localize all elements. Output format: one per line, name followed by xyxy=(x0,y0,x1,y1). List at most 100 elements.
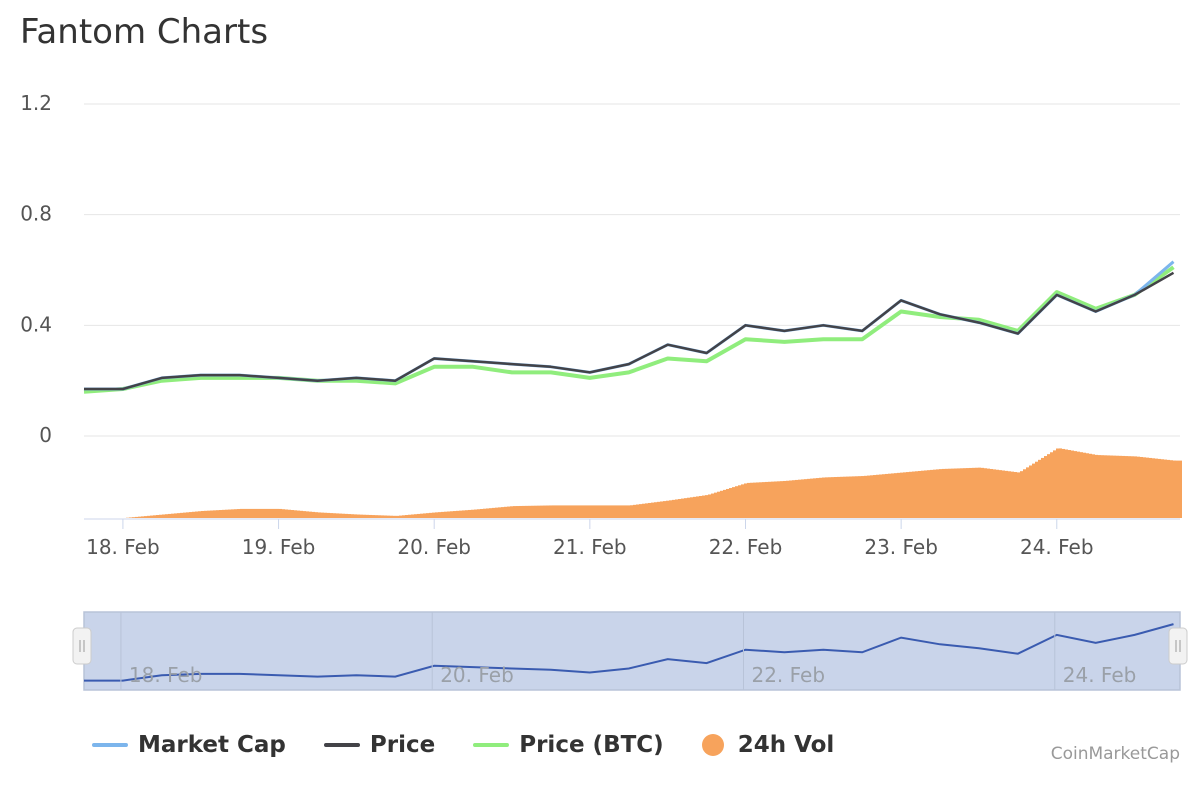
volume-bar xyxy=(819,477,822,518)
volume-bar xyxy=(315,512,318,518)
legend-label-market-cap: Market Cap xyxy=(138,732,286,758)
volume-bar xyxy=(852,476,855,518)
volume-bar xyxy=(366,514,369,518)
volume-bar xyxy=(132,517,135,518)
volume-bar xyxy=(192,511,195,518)
volume-bar xyxy=(831,477,834,518)
volume-bar xyxy=(201,510,204,518)
volume-bar xyxy=(915,471,918,518)
credits-link[interactable]: CoinMarketCap xyxy=(1050,744,1180,764)
volume-bar xyxy=(1143,457,1146,518)
volume-bar xyxy=(453,511,456,518)
volume-bar xyxy=(1056,448,1059,518)
volume-bar xyxy=(213,510,216,518)
volume-bar xyxy=(162,514,165,518)
volume-bar xyxy=(261,508,264,518)
volume-bar xyxy=(168,513,171,518)
volume-bar xyxy=(1062,448,1065,518)
volume-bar xyxy=(438,512,441,518)
market-cap-line-icon xyxy=(92,743,128,747)
volume-bar xyxy=(681,498,684,518)
volume-bar xyxy=(285,509,288,518)
legend-item-price[interactable]: Price xyxy=(323,732,435,758)
volume-bar xyxy=(222,509,225,518)
volume-bar xyxy=(912,471,915,518)
volume-bar xyxy=(696,496,699,518)
volume-bar xyxy=(462,510,465,518)
volume-bar xyxy=(966,468,969,518)
volume-bar xyxy=(1077,451,1080,518)
volume-bar xyxy=(1107,455,1110,518)
volume-bar xyxy=(1086,453,1089,518)
volume-bar xyxy=(948,468,951,518)
volume-bar xyxy=(738,485,741,518)
volume-bar xyxy=(822,477,825,518)
volume-bar xyxy=(219,510,222,518)
series-line-price[interactable] xyxy=(84,271,1175,391)
volume-bar xyxy=(384,515,387,518)
volume-bar xyxy=(669,500,672,518)
volume-bar xyxy=(195,511,198,518)
volume-bar xyxy=(291,510,294,518)
volume-bar xyxy=(882,474,885,518)
volume-bar xyxy=(1158,458,1161,518)
volume-bar xyxy=(552,505,555,518)
volume-bar xyxy=(975,467,978,518)
volume-bar xyxy=(957,468,960,518)
volume-bar xyxy=(450,511,453,518)
volume-bar xyxy=(408,514,411,518)
volume-bar xyxy=(675,499,678,518)
volume-bar xyxy=(354,514,357,518)
legend-item-price-btc[interactable]: Price (BTC) xyxy=(473,732,664,758)
navigator-handle-left[interactable] xyxy=(72,627,92,665)
volume-bar xyxy=(645,503,648,518)
volume-bar xyxy=(288,509,291,518)
volume-bar xyxy=(762,482,765,518)
volume-bar xyxy=(963,468,966,518)
volume-bar xyxy=(333,513,336,518)
volume-bar xyxy=(717,491,720,518)
volume-bar xyxy=(303,511,306,518)
volume-bar xyxy=(324,512,327,518)
volume-bar xyxy=(780,481,783,518)
volume-bar xyxy=(387,515,390,518)
volume-bar xyxy=(723,489,726,518)
x-tick-label: 24. Feb xyxy=(1020,535,1094,559)
volume-bar xyxy=(795,479,798,518)
volume-bar xyxy=(1137,456,1140,518)
volume-bar xyxy=(918,470,921,518)
navigator-handle-right[interactable] xyxy=(1168,627,1188,665)
volume-bar xyxy=(1161,459,1164,518)
volume-bar xyxy=(804,479,807,518)
volume-bar xyxy=(894,473,897,518)
volume-bar xyxy=(330,513,333,518)
legend-item-market-cap[interactable]: Market Cap xyxy=(92,732,286,758)
volume-bar xyxy=(531,505,534,518)
volume-bar xyxy=(783,480,786,518)
series-line-price-btc[interactable] xyxy=(83,265,1175,394)
volume-bar xyxy=(633,504,636,518)
volume-bar xyxy=(1116,455,1119,518)
volume-bar xyxy=(1032,463,1035,518)
volume-bar xyxy=(1122,455,1125,518)
volume-bar xyxy=(1023,469,1026,518)
volume-bar xyxy=(507,506,510,518)
volume-bar xyxy=(522,505,525,518)
volume-bar xyxy=(1026,467,1029,518)
volume-bar xyxy=(225,509,228,518)
navigator[interactable]: 18. Feb 20. Feb 22. Feb 24. Feb xyxy=(72,611,1188,691)
volume-bar xyxy=(339,513,342,518)
volume-bar xyxy=(816,478,819,518)
volume-bar xyxy=(1125,456,1128,518)
volume-bar xyxy=(171,513,174,518)
volume-bar xyxy=(1131,456,1134,518)
volume-bar xyxy=(1095,454,1098,518)
volume-bar xyxy=(186,512,189,518)
volume-bar xyxy=(843,476,846,518)
volume-bar xyxy=(180,512,183,518)
volume-bar xyxy=(300,510,303,518)
volume-bar xyxy=(1092,454,1095,518)
volume-bar xyxy=(618,505,621,518)
volume-bar xyxy=(711,493,714,518)
legend-item-volume[interactable]: 24h Vol xyxy=(701,732,834,758)
